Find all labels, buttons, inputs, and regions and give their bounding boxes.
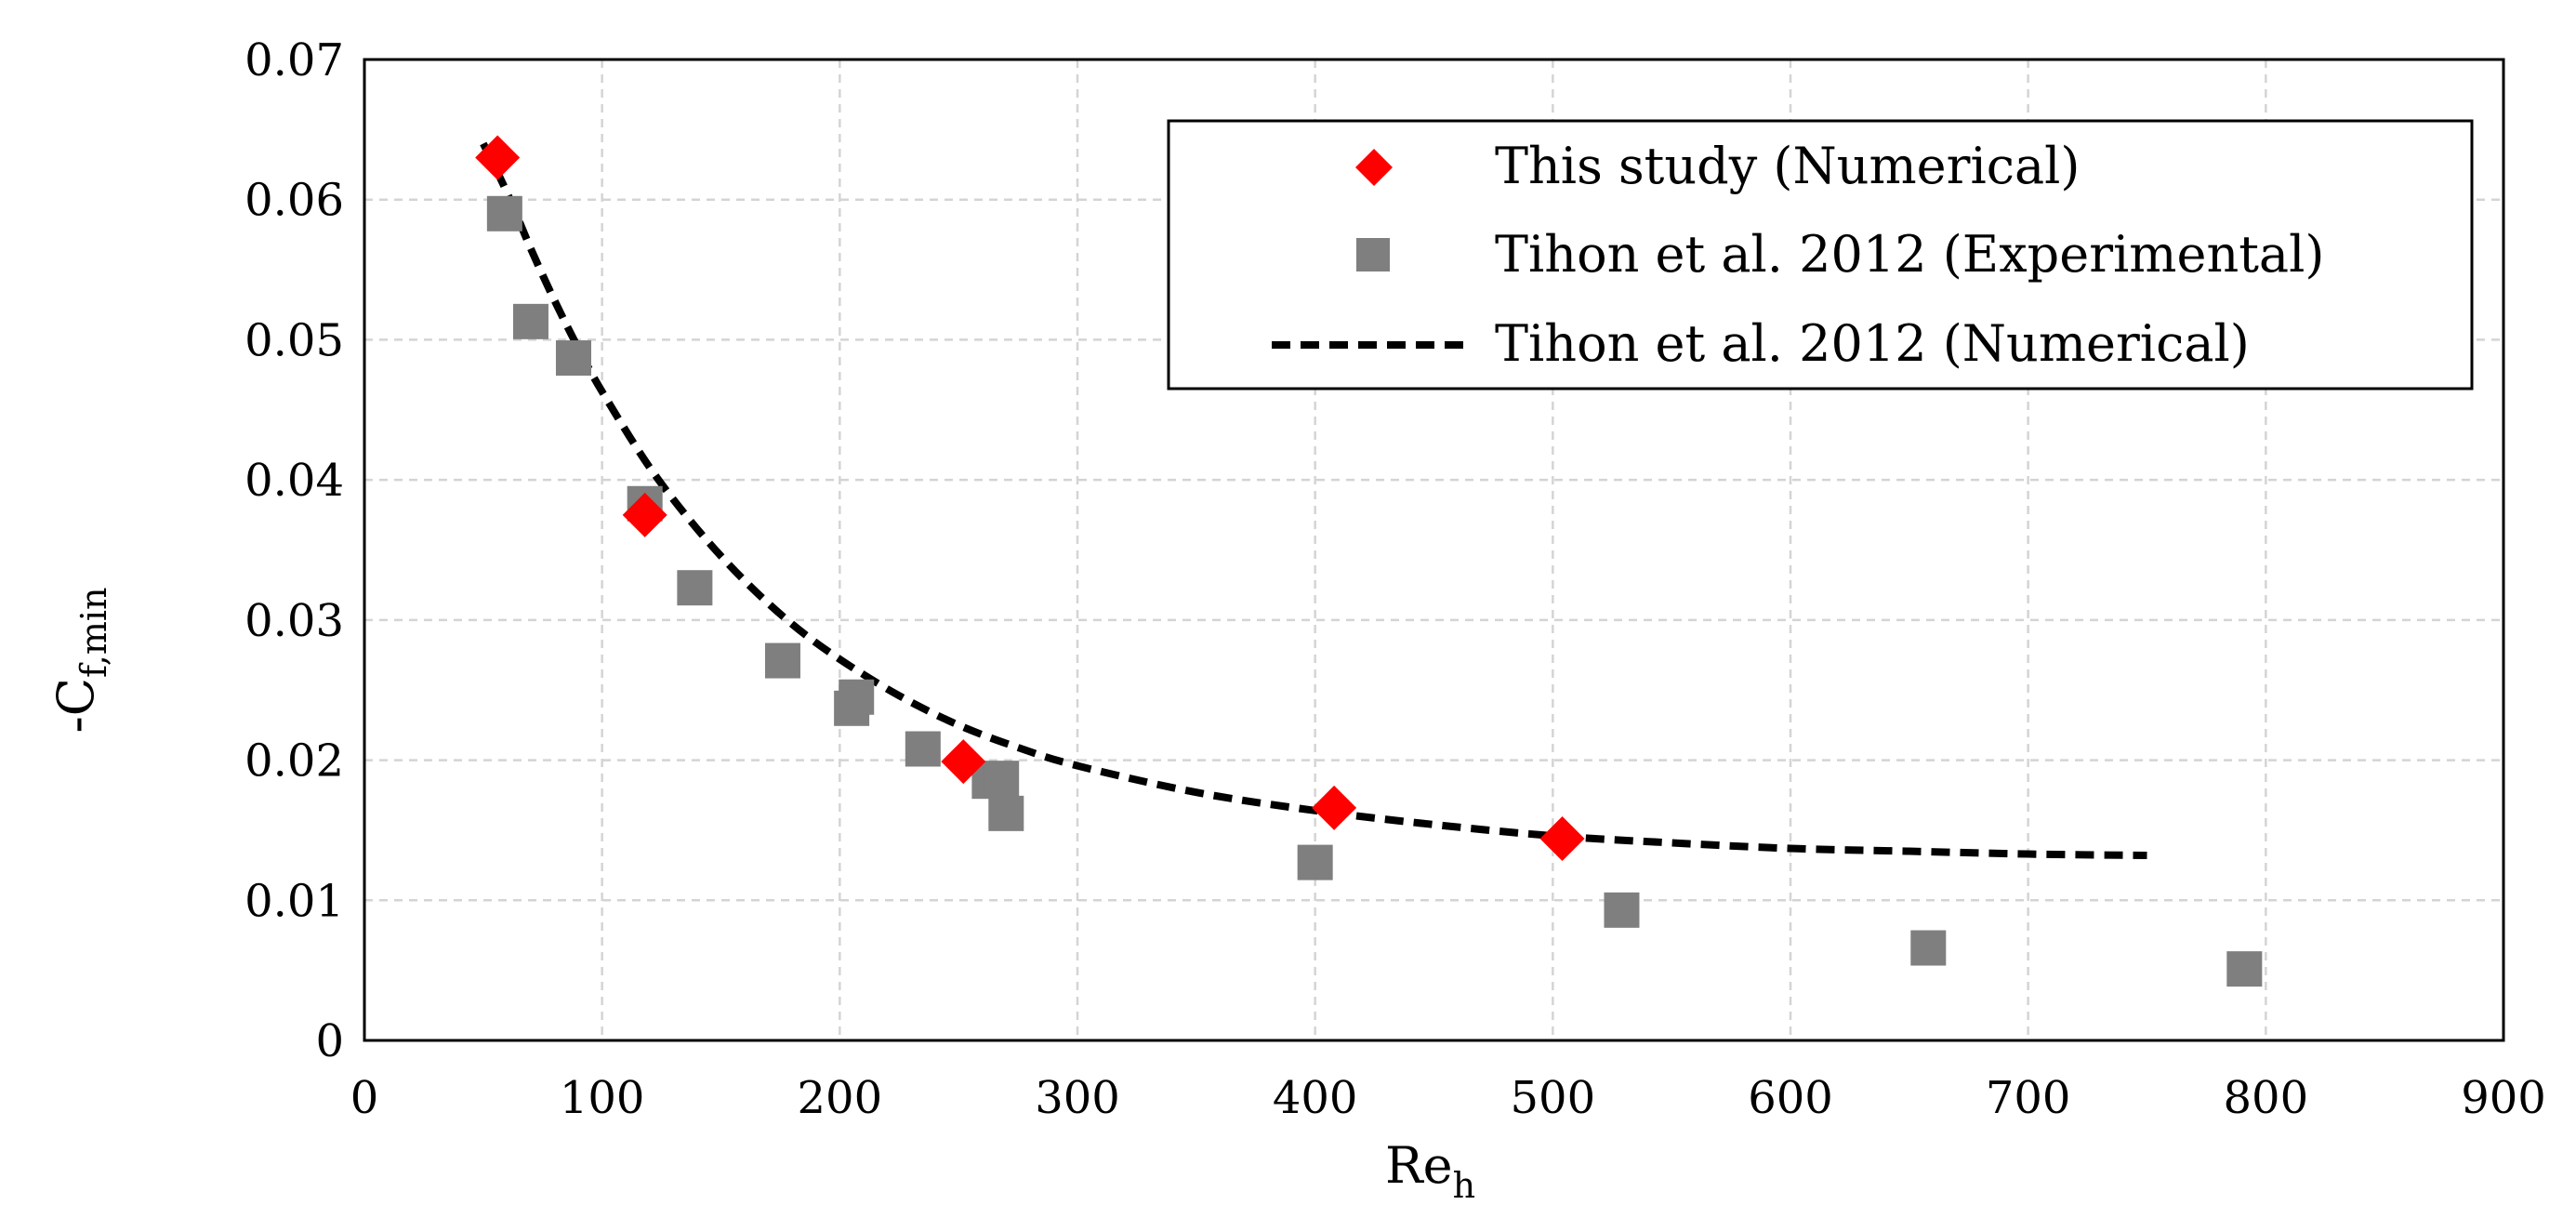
this-study-data-point [1539,815,1585,861]
tick-labels: 0 100 200 300 400 500 600 700 800 900 0 0.01 0.02 0.0… [244,34,2546,1124]
experimental-data-point [988,795,1024,831]
x-axis-title-main: Re [1385,1136,1453,1195]
x-tick-label: 200 [798,1072,883,1124]
y-tick-label: 0.05 [244,314,344,366]
legend-diamond-marker [1355,149,1393,186]
this-study-data-point [475,135,521,180]
curve-series [480,141,2147,860]
y-tick-label: 0 [315,1015,344,1067]
legend-label-this-study: This study (Numerical) [1495,137,2081,195]
x-tick-label: 0 [350,1072,379,1124]
experimental-data-point [677,570,713,606]
y-tick-label: 0.06 [244,175,344,227]
experimental-data-point [512,303,548,339]
y-tick-label: 0.01 [244,875,344,927]
x-tick-label: 400 [1273,1072,1358,1124]
experimental-data-point [984,761,1020,797]
x-tick-label: 700 [1986,1072,2071,1124]
x-tick-label: 600 [1748,1072,1833,1124]
experimental-data-point [1604,892,1640,928]
marker-series [475,135,2263,987]
experimental-data-point [764,642,800,679]
experimental-data-point [1910,930,1947,966]
experimental-data-point [2226,951,2263,987]
this-study-data-point [622,492,667,537]
x-axis-title-subscript: h [1453,1165,1475,1206]
y-tick-label: 0.04 [244,455,344,507]
numerical-curve-dashed-line [480,141,2147,860]
legend-square-marker [1356,238,1390,271]
x-tick-label: 100 [560,1072,645,1124]
y-axis-title-main: -C [46,678,105,734]
y-axis-title: -Cf,min [46,587,114,733]
x-tick-label: 800 [2224,1072,2309,1124]
x-tick-label: 300 [1035,1072,1120,1124]
legend-label-tihon-experimental: Tihon et al. 2012 (Experimental) [1495,225,2324,284]
x-tick-label: 900 [2461,1072,2546,1124]
experimental-data-point [1297,844,1333,880]
y-tick-label: 0.03 [244,595,344,647]
experimental-data-point [555,340,591,377]
this-study-data-point [941,739,986,785]
legend-label-tihon-numerical: Tihon et al. 2012 (Numerical) [1495,314,2250,373]
x-axis-title: Reh [1385,1136,1475,1206]
y-tick-label: 0.07 [244,34,344,86]
plot-area-border [363,58,2505,1042]
experimental-data-point [839,679,875,715]
this-study-data-point [1312,785,1357,830]
y-axis-title-subscript: f,min [73,587,114,677]
x-tick-label: 500 [1511,1072,1596,1124]
experimental-data-point [486,195,522,232]
y-tick-label: 0.02 [244,735,344,788]
experimental-data-point [905,731,941,767]
legend: This study (Numerical) Tihon et al. 2012… [1167,119,2474,391]
